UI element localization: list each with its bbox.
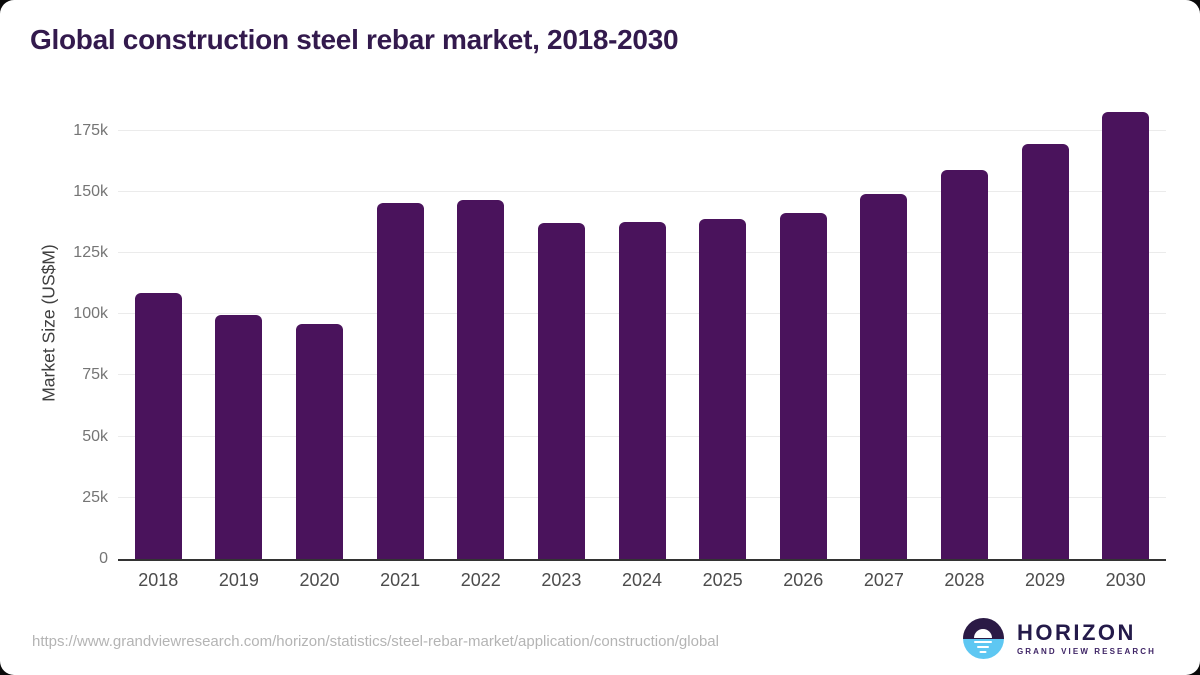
logo-sun-reflection-line [974,640,993,643]
chart-title: Global construction steel rebar market, … [30,24,679,55]
x-tick-label-2029: 2029 [1025,570,1066,590]
y-tick-label-50k: 50k [82,427,108,445]
gridline-175k [118,129,1166,131]
x-tick-label-2027: 2027 [863,570,904,590]
logo-title: HORIZON [1016,620,1136,646]
x-tick-label-2020: 2020 [299,570,340,590]
bar-2018[interactable] [134,293,182,559]
bar-2024[interactable] [618,221,666,559]
logo-sun-reflection-line [979,650,987,653]
x-tick-label-2028: 2028 [944,570,985,590]
logo-sun-dome [974,628,993,638]
y-tick-label-175k: 175k [73,121,108,139]
y-tick-label-150k: 150k [73,182,108,200]
plot-area: 0 25k 50k 75k 100k 125k 150k 175k 2018 2019 2020 20… [73,100,1166,590]
bar-2026[interactable] [779,212,827,559]
y-tick-label-0: 0 [99,550,108,567]
logo-icon-bottom-half [962,638,1004,659]
bar-2028[interactable] [940,170,988,559]
logo-sun-reflection-line [977,645,990,648]
y-tick-label-75k: 75k [82,366,108,384]
bar-2023[interactable] [537,223,585,559]
bar-2020[interactable] [296,323,344,559]
bar-2030[interactable] [1102,112,1150,559]
x-tick-label-2024: 2024 [621,570,663,590]
x-tick-label-2022: 2022 [460,570,501,590]
y-axis-title: Market Size (US$M) [38,244,59,402]
logo-text: HORIZON GRAND VIEW RESEARCH [1017,621,1156,655]
bar-2021[interactable] [376,203,424,559]
source-url: https://www.grandviewresearch.com/horizo… [32,633,719,650]
x-tick-label-2021: 2021 [380,570,421,590]
bar-2027[interactable] [860,194,908,559]
bar-2022[interactable] [457,200,505,559]
bar-2029[interactable] [1021,143,1069,559]
gridline-150k [118,190,1166,192]
horizon-sun-icon [962,618,1004,659]
bar-2025[interactable] [699,218,747,559]
y-tick-label-25k: 25k [82,488,108,506]
x-tick-label-2023: 2023 [541,570,582,590]
x-tick-label-2019: 2019 [218,570,259,590]
x-tick-label-2025: 2025 [702,570,743,590]
horizon-logo: HORIZON GRAND VIEW RESEARCH [962,618,1156,659]
logo-icon-top-half [962,618,1004,639]
x-tick-label-2018: 2018 [138,570,179,590]
x-tick-label-2030: 2030 [1105,570,1146,590]
y-tick-label-125k: 125k [73,244,108,261]
x-tick-label-2026: 2026 [783,570,824,590]
y-tick-label-100k: 100k [73,305,108,323]
bar-2019[interactable] [215,314,263,559]
logo-subtitle: GRAND VIEW RESEARCH [1016,646,1156,656]
